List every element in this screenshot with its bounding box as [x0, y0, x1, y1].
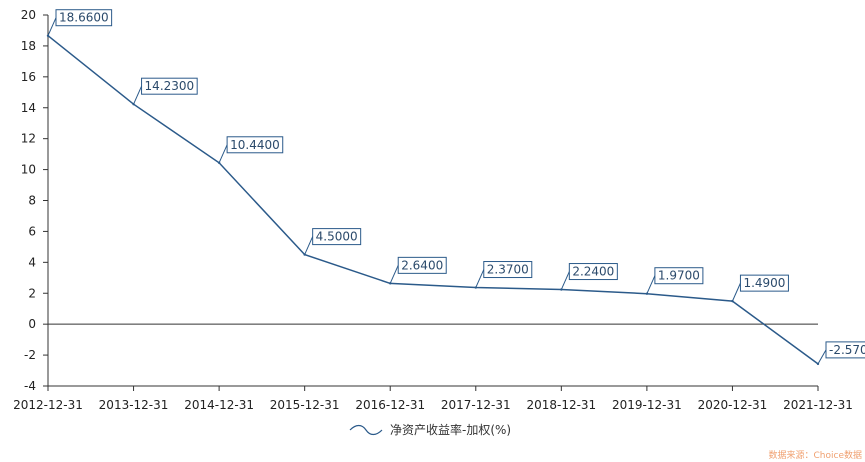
data-label: 2.2400: [560, 263, 618, 290]
y-tick-label: 6: [28, 224, 36, 238]
y-tick-label: 14: [21, 101, 36, 115]
data-label-box: [825, 341, 865, 359]
data-label-leader: [389, 265, 399, 284]
data-labels: 18.6600 14.2300 10.4400 4.5000 2.6400 2.3700 2…: [47, 9, 865, 365]
data-label-box: [483, 261, 533, 279]
series-line: [47, 35, 819, 365]
x-tick-label: 2017-12-31: [441, 398, 511, 412]
data-label: 14.2300: [133, 77, 198, 105]
data-label: 1.4900: [731, 274, 789, 302]
data-label: 10.4400: [218, 136, 284, 163]
data-label-box: [312, 228, 362, 246]
data-label-leader: [218, 144, 228, 163]
y-tick-label: 10: [21, 163, 36, 177]
x-tick-label: 2015-12-31: [270, 398, 340, 412]
y-tick-label: 2: [28, 286, 36, 300]
legend-label: 净资产收益率-加权(%): [390, 422, 511, 437]
y-tick-label: -2: [24, 348, 36, 362]
data-label-text: -2.5700: [829, 343, 865, 357]
data-label-text: 2.6400: [401, 258, 443, 272]
y-tick-label: 4: [28, 255, 36, 269]
data-label-text: 2.3700: [487, 263, 529, 277]
data-label-leader: [133, 85, 143, 105]
x-axis: 2012-12-31 2013-12-31 2014-12-31 2015-12-31…: [13, 385, 853, 412]
data-label: 2.6400: [389, 256, 447, 284]
data-label-leader: [475, 269, 485, 288]
data-label-box: [654, 267, 704, 285]
legend[interactable]: 净资产收益率-加权(%): [349, 422, 511, 437]
x-tick-label: 2013-12-31: [99, 398, 169, 412]
data-label-text: 1.9700: [658, 269, 700, 283]
x-tick-label: 2012-12-31: [13, 398, 83, 412]
data-label: 18.6600: [47, 9, 113, 36]
x-tick-label: 2019-12-31: [612, 398, 682, 412]
y-tick-label: 0: [28, 317, 36, 331]
data-label-leader: [646, 275, 656, 294]
data-label-leader: [47, 17, 57, 36]
data-label-box: [226, 136, 284, 154]
y-tick-label: 12: [21, 132, 36, 146]
data-label-text: 2.2400: [572, 265, 614, 279]
x-tick-label: 2021-12-31: [783, 398, 853, 412]
source-note: 数据来源：Choice数据: [769, 449, 862, 461]
y-tick-label: 8: [28, 194, 36, 208]
x-tick-label: 2020-12-31: [698, 398, 768, 412]
data-label: -2.5700: [817, 341, 865, 365]
data-label-leader: [560, 271, 570, 290]
x-tick-label: 2014-12-31: [184, 398, 254, 412]
y-tick-label: 20: [21, 8, 36, 22]
data-label-box: [568, 263, 618, 281]
data-label-text: 10.4400: [230, 138, 280, 152]
data-label-box: [739, 274, 789, 292]
data-label: 2.3700: [475, 261, 533, 288]
data-label-text: 4.5000: [316, 230, 358, 244]
data-label: 4.5000: [304, 228, 362, 255]
legend-line-icon: [349, 424, 383, 436]
data-label-box: [141, 77, 198, 95]
data-label-text: 18.6600: [59, 11, 109, 25]
data-label: 1.9700: [646, 267, 704, 294]
y-tick-label: -4: [24, 379, 36, 393]
data-label-box: [397, 256, 447, 274]
y-axis: -4 -2 0 2 4 6 8 10 12 14 16 18 20: [21, 8, 49, 393]
data-label-text: 1.4900: [743, 276, 785, 290]
data-label-leader: [304, 236, 314, 255]
data-label-box: [55, 9, 113, 27]
x-tick-label: 2016-12-31: [355, 398, 425, 412]
data-label-leader: [731, 282, 741, 302]
y-tick-label: 16: [21, 70, 36, 84]
y-tick-label: 18: [21, 39, 36, 53]
x-tick-label: 2018-12-31: [526, 398, 596, 412]
data-label-text: 14.2300: [145, 79, 195, 93]
data-label-leader: [817, 349, 827, 365]
